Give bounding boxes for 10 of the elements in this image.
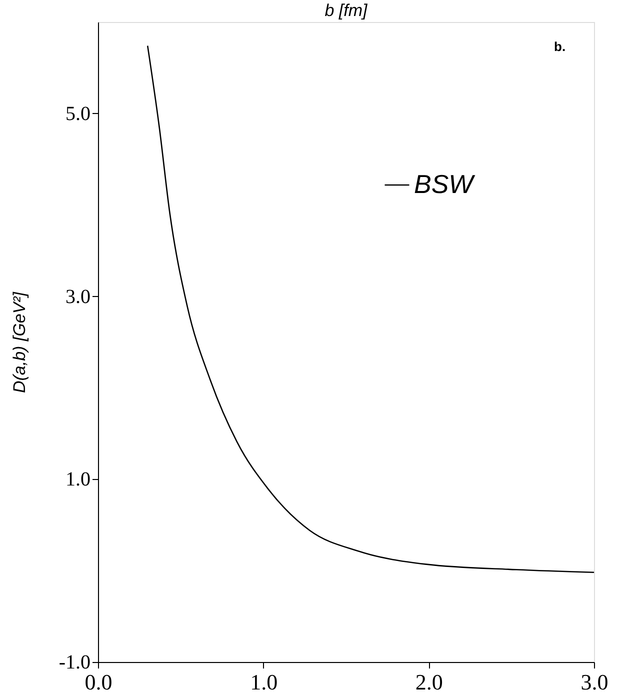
y-tick-label: 5.0 <box>66 102 90 125</box>
y-tick-label: 3.0 <box>66 286 90 308</box>
x-tick-label: 3.0 <box>580 670 608 694</box>
y-tick-label: 1.0 <box>66 468 90 491</box>
x-tick-label: 2.0 <box>415 670 443 694</box>
legend-label: BSW <box>414 169 476 199</box>
x-axis-title: b [fm] <box>324 1 369 20</box>
annotation: b. <box>554 39 566 54</box>
y-axis-title: D(a,b) [GeV²] <box>10 290 29 394</box>
x-tick-label: 1.0 <box>250 670 278 694</box>
